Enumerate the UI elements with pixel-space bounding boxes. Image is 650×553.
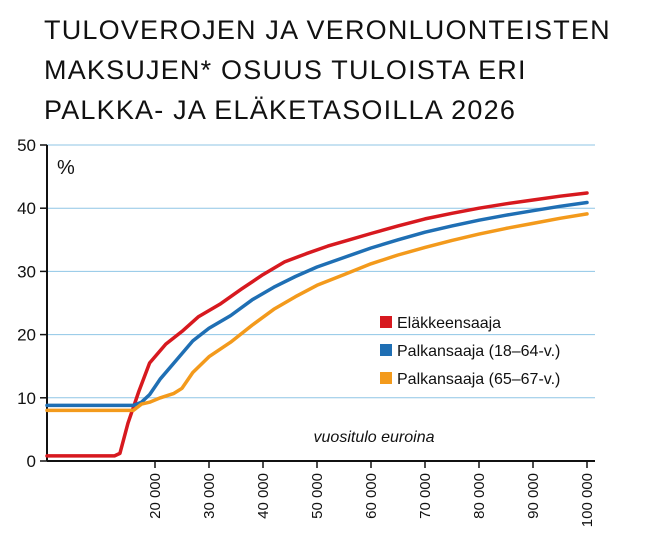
y-tick-label: 40 xyxy=(17,199,36,218)
y-tick-label: 50 xyxy=(17,136,36,155)
y-tick-label: 20 xyxy=(17,326,36,345)
chart-title: TULOVEROJEN JA VERONLUONTEISTEN MAKSUJEN… xyxy=(44,10,644,130)
y-tick-label: 10 xyxy=(17,389,36,408)
x-tick-label: 20 000 xyxy=(147,473,164,519)
x-tick-label: 80 000 xyxy=(471,473,488,519)
x-axis: 20 000 30 000 40 000 50 000 60 000 70 000 80 0… xyxy=(47,460,596,527)
chart-title-line-3: PALKKA- JA ELÄKETASOILLA 2026 xyxy=(44,95,517,125)
y-tick-label: 30 xyxy=(17,262,36,281)
legend-label-3: Palkansaaja (65–67-v.) xyxy=(397,371,560,388)
grid-lines xyxy=(47,144,595,399)
y-tick-label: 0 xyxy=(27,452,36,471)
x-tick-label: 70 000 xyxy=(417,473,434,519)
legend-label-2: Palkansaaja (18–64-v.) xyxy=(397,343,560,360)
legend-label-1: Eläkkeensaaja xyxy=(397,315,501,332)
legend-swatch-1 xyxy=(380,316,392,328)
y-axis: 0 10 20 30 40 50 xyxy=(17,136,48,471)
chart-title-line-2: MAKSUJEN* OSUUS TULOISTA ERI xyxy=(44,55,527,85)
legend-swatch-2 xyxy=(380,344,392,356)
legend-swatch-3 xyxy=(380,372,392,384)
series-line-3 xyxy=(45,212,589,413)
y-axis-label: % xyxy=(57,157,75,179)
x-tick-label: 40 000 xyxy=(255,473,272,519)
legend: Eläkkeensaaja Palkansaaja (18–64-v.) Palka… xyxy=(380,315,560,388)
series-line-1 xyxy=(45,191,589,458)
x-tick-label: 90 000 xyxy=(525,473,542,519)
x-tick-label: 30 000 xyxy=(201,473,218,519)
series-lines xyxy=(45,191,589,458)
x-tick-label: 60 000 xyxy=(363,473,380,519)
x-axis-label: vuositulo euroina xyxy=(314,429,435,446)
series-line-2 xyxy=(45,200,589,408)
x-tick-label: 50 000 xyxy=(309,473,326,519)
chart-title-line-1: TULOVEROJEN JA VERONLUONTEISTEN xyxy=(44,15,611,45)
x-tick-label: 100 000 xyxy=(579,473,596,527)
